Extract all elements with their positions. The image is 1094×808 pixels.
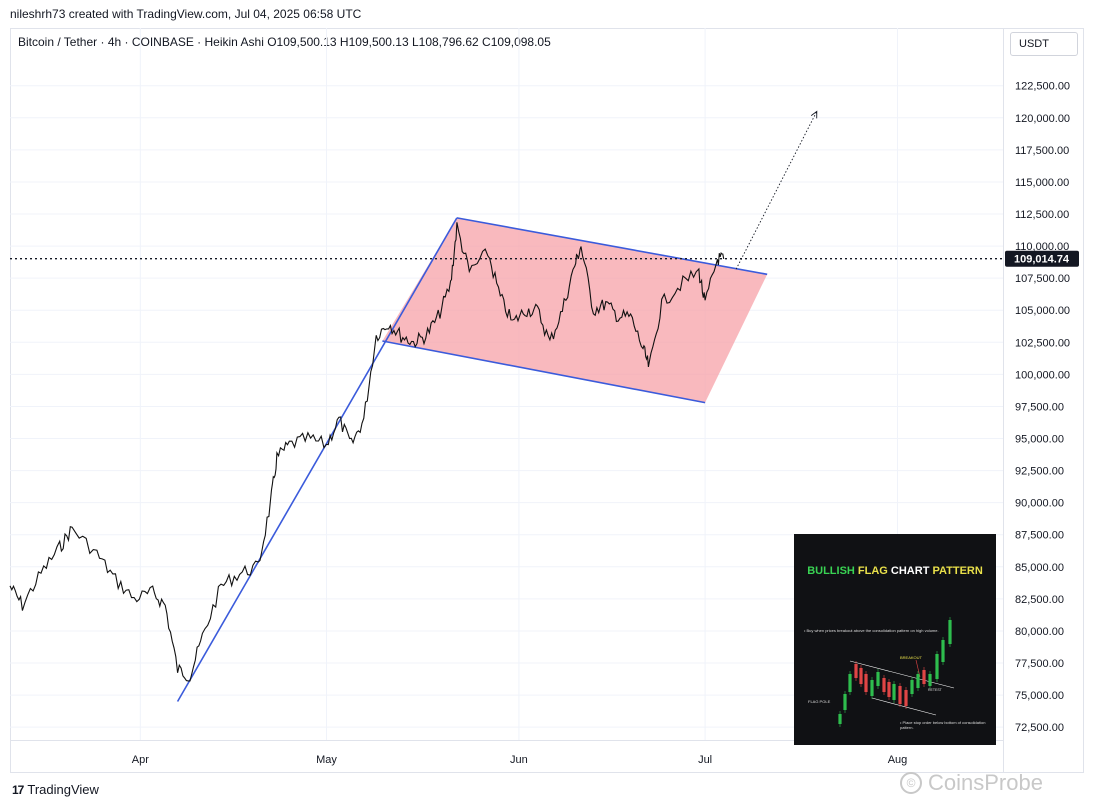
inset-candle	[892, 684, 896, 700]
inset-candle	[898, 686, 902, 704]
tradingview-logo[interactable]: 17 TradingView	[12, 782, 99, 797]
inset-candle	[922, 670, 926, 684]
inset-candle	[859, 668, 863, 684]
inset-candle	[848, 674, 852, 692]
copyright-icon: ©	[900, 772, 922, 794]
inset-candle	[854, 664, 858, 678]
inset-candles	[838, 617, 955, 727]
inset-candle	[916, 674, 920, 688]
inset-buy-note: • Buy when prices breakout above the con…	[804, 628, 939, 633]
inset-candle	[935, 654, 939, 679]
inset-candle	[948, 620, 952, 644]
inset-candle	[864, 674, 868, 692]
tradingview-logo-text: TradingView	[27, 782, 99, 797]
coinsprobe-watermark: © CoinsProbe	[900, 770, 1043, 796]
time-axis-separator	[10, 740, 1003, 741]
inset-candle	[904, 690, 908, 706]
inset-candle	[910, 680, 914, 694]
inset-title: BULLISH FLAG CHART PATTERN	[807, 565, 983, 577]
price-axis-separator	[1003, 28, 1004, 773]
inset-retest-label: RETEST	[928, 688, 942, 692]
bullish-flag-inset: BULLISH FLAG CHART PATTERN • Buy when pr…	[794, 534, 996, 745]
inset-candle	[870, 680, 874, 696]
tradingview-logo-icon: 17	[12, 782, 24, 797]
inset-candle	[941, 640, 945, 662]
inset-stop-note: • Place stop order below bottom of conso…	[900, 720, 986, 730]
inset-candle	[928, 674, 932, 686]
symbol-legend[interactable]: Bitcoin / Tether · 4h · COINBASE · Heiki…	[18, 35, 551, 49]
inset-flagpole-label: FLAG POLE	[808, 699, 831, 704]
inset-candle	[887, 682, 891, 697]
currency-button[interactable]: USDT	[1010, 32, 1078, 56]
inset-breakout-label: BREAKOUT	[900, 655, 923, 660]
watermark-text: CoinsProbe	[928, 770, 1043, 795]
inset-candle	[882, 678, 886, 692]
attribution-text: nileshrh73 created with TradingView.com,…	[10, 7, 362, 21]
inset-candle	[843, 694, 847, 710]
inset-candle	[876, 672, 880, 686]
inset-candle	[838, 714, 842, 724]
